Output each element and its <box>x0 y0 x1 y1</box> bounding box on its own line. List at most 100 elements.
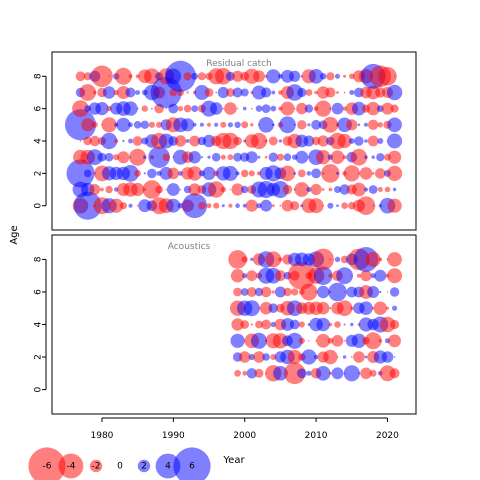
bubble <box>283 362 306 385</box>
legend-bubble <box>58 453 84 479</box>
bubble <box>367 135 379 147</box>
bubble <box>328 282 347 302</box>
bubble <box>215 68 232 85</box>
bubble <box>260 199 272 212</box>
bubble <box>133 121 142 129</box>
legend-label: 6 <box>189 462 195 472</box>
y-tick-label: 6 <box>34 106 44 112</box>
bubble <box>240 169 249 178</box>
bubble <box>298 337 305 344</box>
bubble <box>132 136 143 146</box>
bubble <box>317 86 330 99</box>
bubble <box>297 120 307 130</box>
bubble <box>374 269 387 282</box>
bubble <box>353 351 365 363</box>
legend-bubble <box>28 447 66 480</box>
bubble <box>279 116 296 134</box>
bubble <box>208 181 225 198</box>
bubble <box>268 152 278 162</box>
bubble <box>259 301 273 315</box>
bubble <box>389 368 400 379</box>
bubble <box>280 101 295 116</box>
bubble <box>224 102 237 115</box>
bubble <box>364 355 368 359</box>
bubble <box>131 182 145 197</box>
bubble <box>116 86 130 99</box>
bubble <box>194 85 210 100</box>
bubble <box>264 139 268 143</box>
bubble <box>336 300 353 317</box>
y-axis-title: Age <box>9 225 20 244</box>
bubble <box>336 356 339 358</box>
bubble <box>220 186 226 193</box>
y-tick-label: 8 <box>34 73 44 79</box>
bubble <box>129 148 147 166</box>
bubble <box>143 155 147 159</box>
bubble <box>378 339 382 343</box>
bubble <box>359 167 373 180</box>
bubble <box>123 101 138 116</box>
bubble <box>339 184 350 195</box>
bubble <box>220 154 226 160</box>
bubble <box>186 91 189 94</box>
bubble <box>365 251 381 267</box>
bubble <box>296 102 308 115</box>
bubble <box>206 122 212 127</box>
bubble <box>316 317 331 332</box>
bubble <box>308 340 310 342</box>
bubble <box>364 155 368 159</box>
bubble <box>248 353 255 361</box>
bubble <box>388 150 402 164</box>
bubble <box>381 351 394 363</box>
bubble <box>187 166 202 181</box>
bubble <box>306 187 312 192</box>
bubble <box>350 322 354 327</box>
bubble <box>109 198 124 213</box>
bubble <box>346 119 358 131</box>
bubble <box>268 136 278 146</box>
bubble <box>289 70 301 82</box>
bubble <box>350 148 368 166</box>
bubble <box>258 117 274 133</box>
bubble <box>342 355 347 359</box>
bubble <box>189 135 201 147</box>
bubble <box>354 136 364 146</box>
bubble <box>93 90 97 95</box>
bubble <box>334 186 341 193</box>
bubble <box>250 257 254 261</box>
chart-panels: Residual catch 0 2 4 6 8 Acoustics 0 2 4 6 8 <box>34 51 417 415</box>
y-tick-label: 8 <box>34 256 44 262</box>
bubble <box>387 117 402 133</box>
bubbles <box>65 60 403 220</box>
bubble <box>283 153 292 161</box>
bubble <box>95 102 109 116</box>
bubble <box>204 88 214 97</box>
bubble <box>230 333 245 348</box>
bubble <box>266 69 281 84</box>
bubble <box>151 107 153 110</box>
bubble <box>310 183 322 196</box>
x-tick-label: 2020 <box>376 431 399 441</box>
bubble <box>387 268 403 284</box>
bubble <box>386 306 389 310</box>
bubble <box>148 121 155 128</box>
bubble <box>148 146 170 168</box>
bubble <box>142 180 162 199</box>
bubble <box>388 334 401 348</box>
bubble <box>214 122 219 127</box>
bubble <box>343 323 346 326</box>
x-tick-label: 1990 <box>162 431 185 441</box>
bubble <box>296 368 307 379</box>
bubble <box>315 291 318 293</box>
bubble <box>356 196 376 215</box>
y-tick-label: 0 <box>34 203 44 209</box>
bubble <box>319 73 327 80</box>
bubble <box>97 152 107 162</box>
bubble <box>122 165 139 182</box>
bubble <box>256 203 262 209</box>
bubble <box>236 107 239 110</box>
bubble <box>377 187 383 192</box>
bubble <box>220 121 227 128</box>
x-axis-title: Year <box>222 455 245 466</box>
bubble <box>295 150 309 164</box>
